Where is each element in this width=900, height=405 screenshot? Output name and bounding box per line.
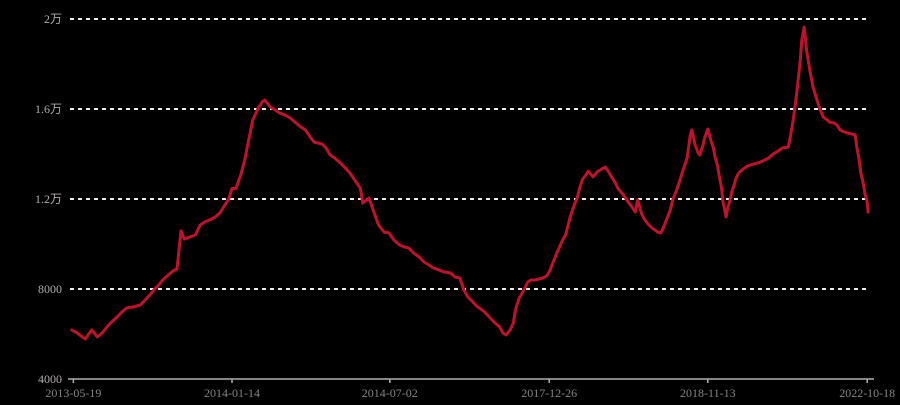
x-tick-label: 2017-12-26 — [521, 386, 577, 400]
y-tick-label: 8000 — [38, 282, 62, 296]
x-tick-label: 2014-01-14 — [204, 386, 260, 400]
x-tick-label: 2014-07-02 — [362, 386, 418, 400]
y-tick-label: 1.2万 — [35, 192, 62, 206]
series-line — [70, 25, 870, 341]
price-line — [70, 25, 870, 341]
x-axis: 2013-05-19 2014-01-14 2014-07-02 2017-12-26… — [45, 378, 895, 400]
y-tick-label: 4000 — [38, 372, 62, 386]
y-tick-label: 1.6万 — [35, 102, 62, 116]
y-tick-label: 2万 — [44, 12, 62, 26]
x-tick-label: 2013-05-19 — [45, 386, 101, 400]
gridlines — [70, 18, 870, 290]
y-axis-labels: 4000 8000 1.2万 1.6万 2万 — [35, 12, 62, 386]
x-tick-label: 2018-11-13 — [680, 386, 736, 400]
x-tick-label: 2022-10-18 — [839, 386, 895, 400]
